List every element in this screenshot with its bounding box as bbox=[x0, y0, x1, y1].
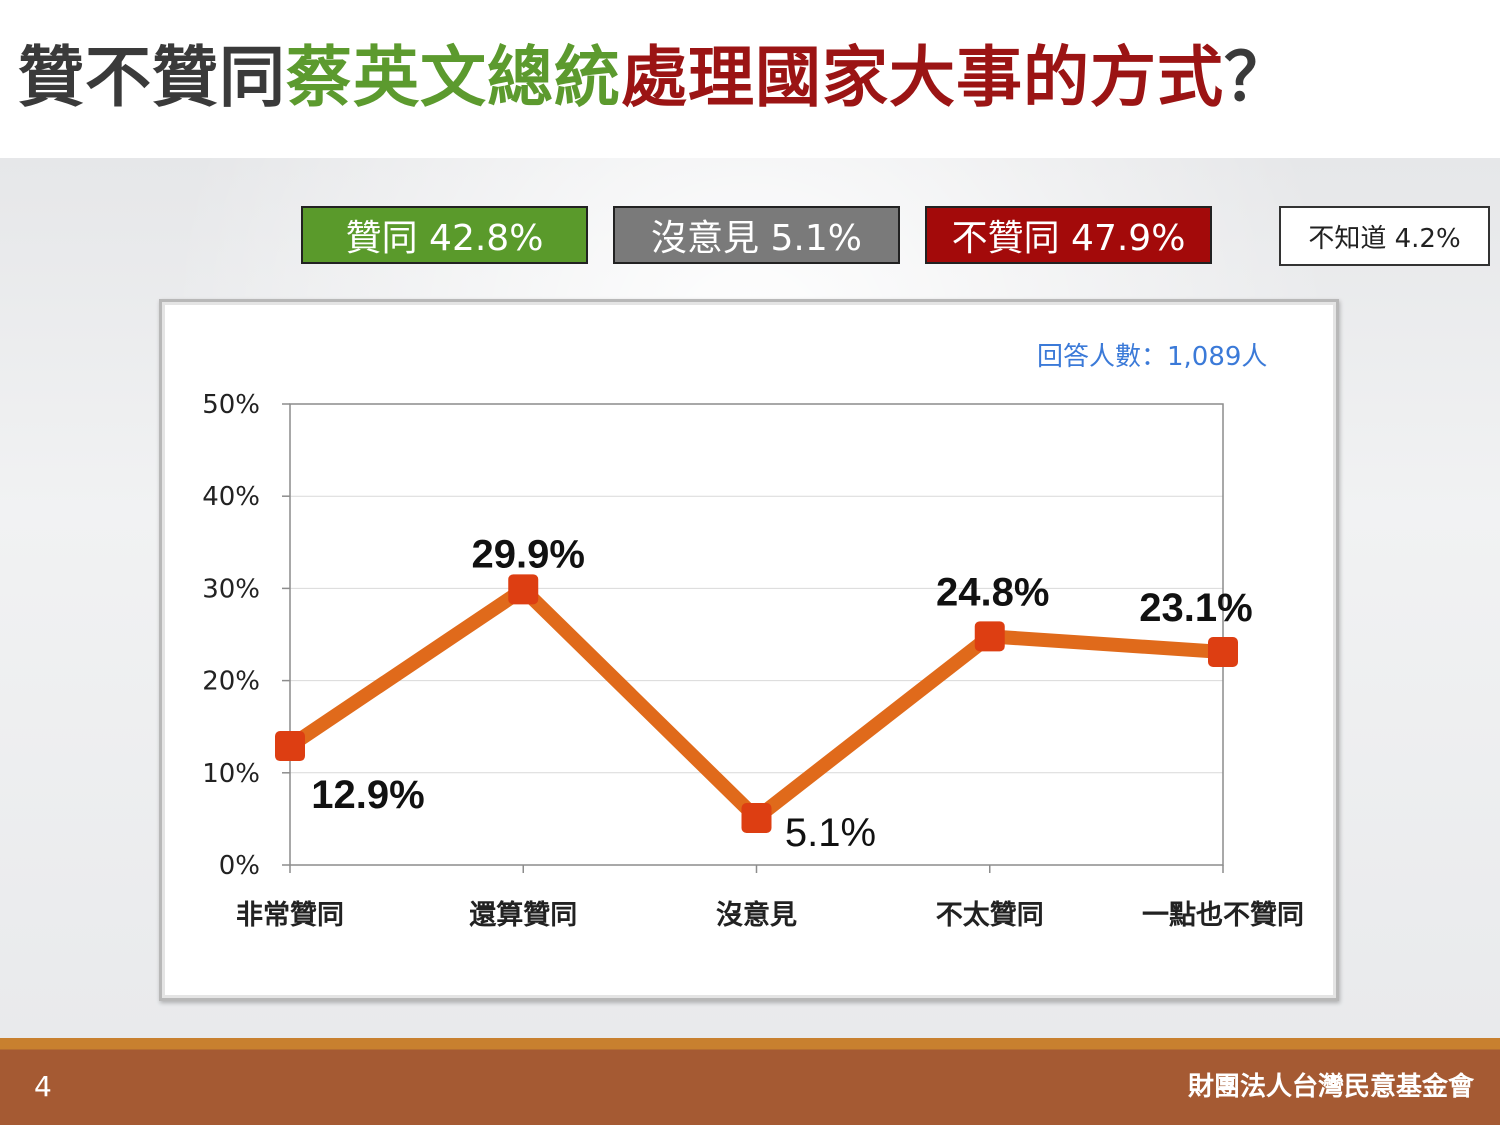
data-label: 29.9% bbox=[472, 532, 585, 576]
data-label: 23.1% bbox=[1139, 586, 1252, 630]
data-point-marker bbox=[1208, 637, 1238, 668]
slide-header: 贊不贊同蔡英文總統處理國家大事的方式？ bbox=[0, 0, 1500, 158]
y-axis-ticks: 0% 10% 20% 30% 40% 50% bbox=[202, 390, 290, 881]
data-label: 12.9% bbox=[311, 773, 424, 817]
organization-name: 財團法人台灣民意基金會 bbox=[1187, 1072, 1474, 1102]
footer-bar bbox=[0, 1038, 1500, 1125]
disagree-summary-box: 不贊同 47.9% bbox=[925, 206, 1212, 264]
data-label: 24.8% bbox=[936, 570, 1049, 614]
y-tick-label: 20% bbox=[202, 667, 260, 697]
x-category-label: 非常贊同 bbox=[236, 900, 344, 931]
y-tick-label: 0% bbox=[219, 851, 260, 881]
title-part-3: 處理國家大事的方式 bbox=[621, 39, 1224, 116]
x-category-label: 一點也不贊同 bbox=[1142, 900, 1304, 931]
data-point-marker bbox=[508, 574, 539, 605]
agree-summary-box: 贊同 42.8% bbox=[301, 206, 588, 264]
neutral-summary-box: 沒意見 5.1% bbox=[613, 206, 900, 264]
data-point-marker bbox=[275, 731, 305, 762]
y-tick-label: 10% bbox=[202, 759, 260, 789]
data-point-marker bbox=[974, 621, 1005, 652]
y-tick-label: 50% bbox=[202, 390, 260, 420]
y-tick-label: 30% bbox=[202, 574, 260, 604]
x-category-label: 沒意見 bbox=[716, 899, 797, 931]
plot-area-border bbox=[289, 403, 1224, 866]
series-line bbox=[283, 582, 1230, 825]
x-category-label: 不太贊同 bbox=[936, 900, 1044, 931]
page-number: 4 bbox=[34, 1070, 52, 1103]
series-markers bbox=[275, 574, 1238, 833]
data-label: 5.1% bbox=[785, 811, 876, 855]
x-axis-labels: 非常贊同 還算贊同 沒意見 不太贊同 一點也不贊同 bbox=[236, 899, 1304, 931]
data-point-marker bbox=[741, 802, 772, 833]
title-part-2: 蔡英文總統 bbox=[286, 39, 621, 116]
title-part-4: ？ bbox=[1224, 39, 1291, 116]
title-part-1: 贊不贊同 bbox=[18, 39, 286, 116]
x-category-label: 還算贊同 bbox=[469, 899, 577, 931]
x-axis-ticks bbox=[289, 865, 1224, 873]
data-labels: 12.9% 29.9% 5.1% 24.8% 23.1% bbox=[311, 532, 1252, 855]
page-title: 贊不贊同蔡英文總統處理國家大事的方式？ bbox=[18, 40, 1291, 116]
respondent-count: 回答人數：1,089人 bbox=[1037, 342, 1268, 372]
unknown-summary-box: 不知道 4.2% bbox=[1279, 206, 1490, 266]
grid-lines bbox=[290, 495, 1223, 774]
y-tick-label: 40% bbox=[202, 482, 260, 512]
